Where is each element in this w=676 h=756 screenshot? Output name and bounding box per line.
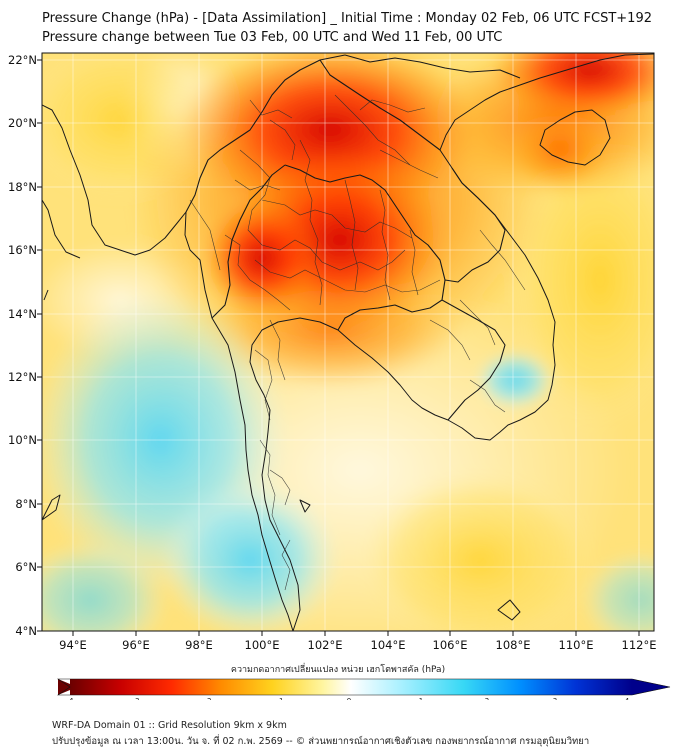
lon-label: 100°E [245, 638, 280, 652]
andaman-fragment [43, 289, 49, 301]
south-sea-island [497, 599, 521, 621]
figure-subtitle: Pressure change between Tue 03 Feb, 00 U… [42, 30, 503, 45]
lat-label: 14°N [8, 307, 37, 321]
peninsula-east-coast [261, 431, 301, 631]
colorbar-tick-labels: -4 -3 -2 -1 0 1 2 3 4 [67, 697, 630, 700]
coastlines [42, 53, 654, 631]
lon-label: 110°E [559, 638, 594, 652]
graticule [42, 53, 654, 631]
lon-label: 96°E [122, 638, 150, 652]
colorbar-tick-label: 2 [485, 697, 489, 700]
pressure-field-blobs [42, 53, 654, 631]
lon-label: 112°E [622, 638, 657, 652]
footer-update-credit: ปรับปรุงข้อมูล ณ เวลา 13:00น. วัน จ. ที่… [52, 736, 590, 747]
thailand-cambodia-border [337, 299, 443, 331]
lon-label: 104°E [371, 638, 406, 652]
map-frame [41, 52, 655, 632]
colorbar-tick-label: -4 [67, 697, 75, 700]
lat-label: 6°N [15, 560, 37, 574]
lon-label: 108°E [496, 638, 531, 652]
colorbar-extend-high [632, 679, 670, 695]
longitude-labels: 94°E 96°E 98°E 100°E 102°E 104°E 106°E 1… [59, 638, 656, 652]
lat-label: 18°N [8, 180, 37, 194]
lat-label: 4°N [15, 624, 37, 638]
lon-label: 106°E [433, 638, 468, 652]
lat-label: 8°N [15, 497, 37, 511]
lon-label: 94°E [59, 638, 87, 652]
gulf-and-vietnam-coast [249, 53, 654, 441]
gulf-island-1 [299, 499, 311, 513]
laos-vietnam-south-border [444, 167, 506, 283]
colorbar-outline [57, 678, 671, 696]
colorbar: -4 -3 -2 -1 0 1 2 3 4 [57, 678, 671, 700]
colorbar-tick-label: 3 [553, 697, 557, 700]
lat-label: 20°N [8, 116, 37, 130]
axis-ticks [37, 59, 640, 636]
latitude-labels: 22°N 20°N 18°N 16°N 14°N 12°N 10°N 8°N 6… [8, 53, 37, 638]
lat-label: 10°N [8, 433, 37, 447]
lat-label: 12°N [8, 370, 37, 384]
national-borders [185, 54, 521, 421]
lat-label: 22°N [8, 53, 37, 67]
colorbar-tick-label: 4 [625, 697, 630, 700]
colorbar-tick-label: -2 [205, 697, 212, 700]
colorbar-tick-label: -1 [277, 697, 284, 700]
thailand-laos-mekong-border [284, 164, 446, 301]
lat-label: 16°N [8, 243, 37, 257]
colorbar-tick-label: -3 [133, 697, 140, 700]
nicobar-islands [42, 494, 61, 521]
lon-label: 102°E [308, 638, 343, 652]
bay-of-bengal-coast [42, 199, 81, 259]
pressure-change-map: 22°N 20°N 18°N 16°N 14°N 12°N 10°N 8°N 6… [8, 52, 671, 700]
figure-title: Pressure Change (hPa) - [Data Assimilati… [42, 11, 652, 26]
west-coast-myanmar-peninsula [42, 104, 294, 631]
colorbar-title: ความกดอากาศเปลี่ยนแปลง หน่วย เฮกโตพาสคัล… [230, 665, 446, 675]
myanmar-thailand-border [211, 164, 286, 319]
colorbar-body [70, 679, 632, 695]
colorbar-tick-label: 0 [347, 697, 351, 700]
vietnam-china-border [344, 54, 521, 79]
province-borders [189, 94, 526, 591]
cambodia-vietnam-border [441, 299, 506, 421]
map-field [42, 53, 654, 631]
colorbar-tick-label: 1 [419, 697, 423, 700]
hainan-island [539, 109, 611, 166]
myanmar-china-border [185, 54, 346, 213]
lon-label: 98°E [185, 638, 213, 652]
colorbar-extend-low [58, 679, 70, 695]
footer-model-info: WRF-DA Domain 01 :: Grid Resolution 9km … [52, 720, 287, 731]
